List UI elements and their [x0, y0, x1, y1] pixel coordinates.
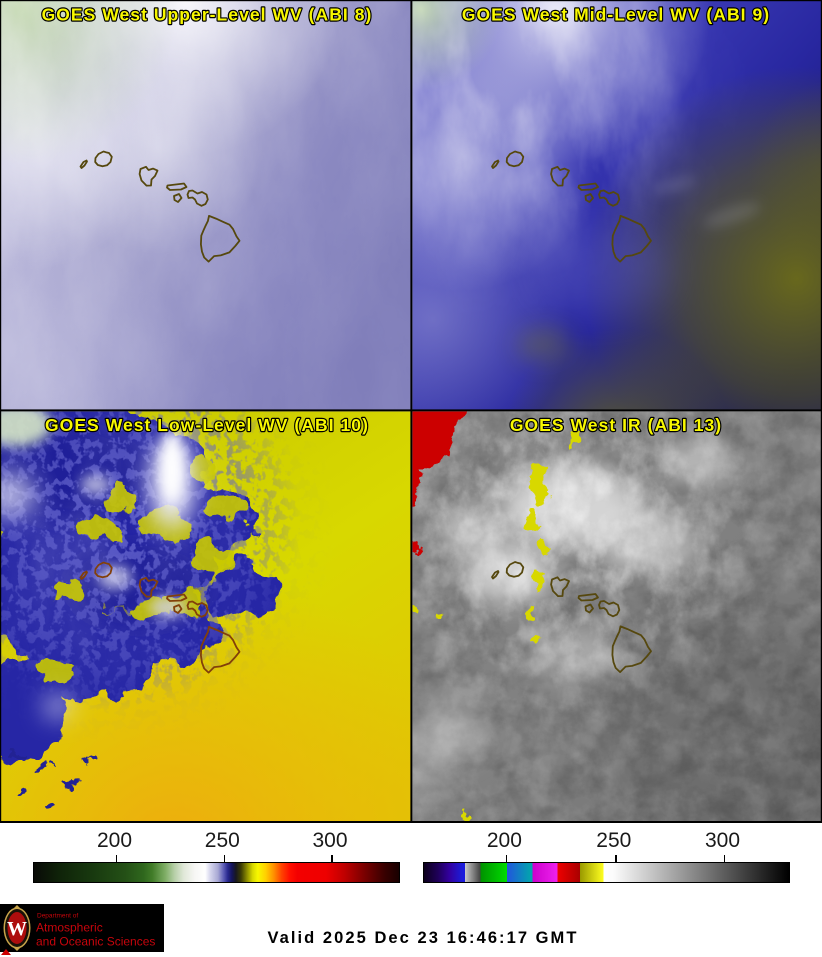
svg-text:GOES West Low-Level WV (ABI 10: GOES West Low-Level WV (ABI 10)	[45, 415, 369, 435]
svg-text:GOES West Mid-Level WV (ABI 9): GOES West Mid-Level WV (ABI 9)	[462, 5, 770, 25]
svg-text:GOES West IR (ABI 13): GOES West IR (ABI 13)	[510, 415, 722, 435]
svg-text:Department of: Department of	[37, 913, 78, 920]
svg-text:W: W	[7, 918, 27, 940]
svg-text:and Oceanic Sciences: and Oceanic Sciences	[36, 935, 155, 949]
svg-text:Atmospheric: Atmospheric	[36, 921, 103, 935]
svg-text:GOES West Upper-Level WV (ABI: GOES West Upper-Level WV (ABI 8)	[42, 5, 373, 25]
